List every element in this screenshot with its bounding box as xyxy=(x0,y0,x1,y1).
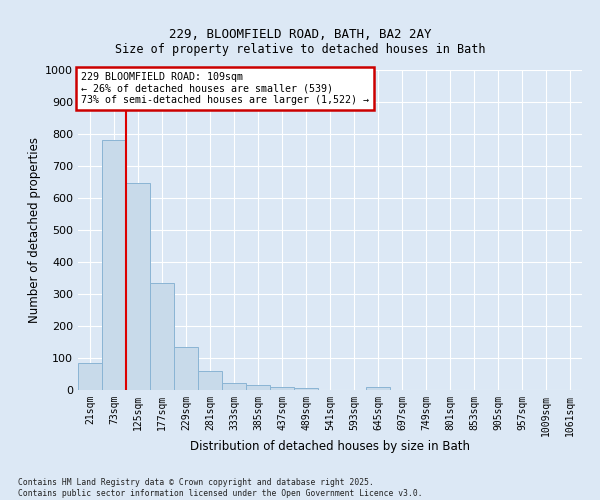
Y-axis label: Number of detached properties: Number of detached properties xyxy=(28,137,41,323)
Text: 229 BLOOMFIELD ROAD: 109sqm
← 26% of detached houses are smaller (539)
73% of se: 229 BLOOMFIELD ROAD: 109sqm ← 26% of det… xyxy=(80,72,368,105)
X-axis label: Distribution of detached houses by size in Bath: Distribution of detached houses by size … xyxy=(190,440,470,453)
Bar xyxy=(222,383,246,390)
Bar xyxy=(102,140,126,390)
Bar xyxy=(270,387,294,390)
Bar xyxy=(246,384,270,390)
Bar xyxy=(174,347,198,390)
Bar xyxy=(126,182,150,390)
Text: Contains HM Land Registry data © Crown copyright and database right 2025.
Contai: Contains HM Land Registry data © Crown c… xyxy=(18,478,422,498)
Bar xyxy=(366,388,390,390)
Bar xyxy=(150,283,174,390)
Bar xyxy=(294,388,318,390)
Text: Size of property relative to detached houses in Bath: Size of property relative to detached ho… xyxy=(115,42,485,56)
Text: 229, BLOOMFIELD ROAD, BATH, BA2 2AY: 229, BLOOMFIELD ROAD, BATH, BA2 2AY xyxy=(169,28,431,40)
Bar xyxy=(78,364,102,390)
Bar xyxy=(198,371,222,390)
